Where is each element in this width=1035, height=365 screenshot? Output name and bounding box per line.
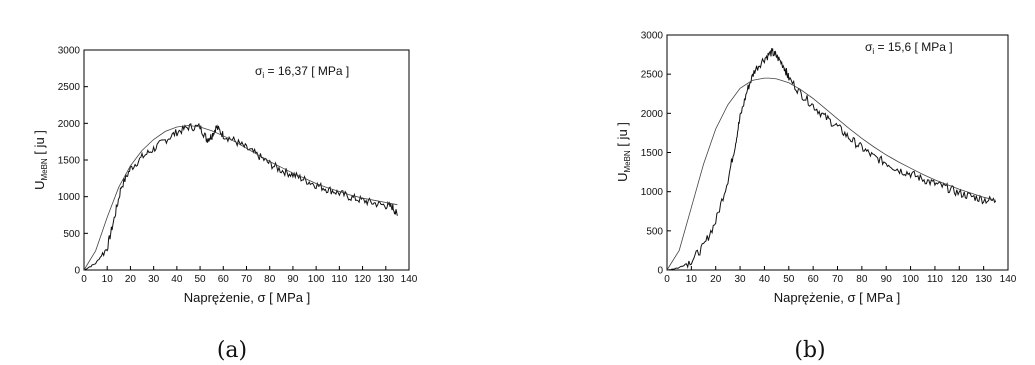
chart-b-xtick-label: 110 — [927, 274, 943, 285]
chart-a-ytick-label: 1500 — [58, 156, 81, 167]
chart-a-series-fit — [83, 125, 398, 271]
chart-a-plot-frame — [83, 49, 410, 271]
chart-a-ylabel: UMeBN [ ju ] — [32, 130, 49, 190]
chart-b-plot-frame — [666, 34, 1009, 271]
chart-b-xtick-label: 10 — [686, 274, 698, 285]
chart-a-xtick-label: 10 — [102, 274, 114, 285]
chart-b-series-measured — [666, 47, 997, 271]
chart-a-xtick-label: 30 — [148, 274, 160, 285]
chart-b-ytick-label: 500 — [646, 226, 663, 237]
chart-b-ytick-label: 0 — [657, 266, 663, 277]
chart-b-series-fit — [666, 77, 996, 271]
chart-b-yticks: 0 500 1000 1500 2000 2500 3000 — [641, 31, 671, 277]
chart-a-yticks: 0 500 1000 1500 2000 2500 3000 — [58, 46, 88, 277]
chart-b-ytick-label: 3000 — [641, 31, 664, 42]
chart-b-annotation: σi = 15,6 [ MPa ] — [865, 40, 953, 56]
chart-b-xticks: 0 10 20 30 40 50 60 70 80 90 100 110 120 130 140 — [664, 266, 1017, 285]
chart-a-xtick-label: 90 — [287, 274, 299, 285]
chart-b-ytick-label: 2500 — [641, 70, 664, 81]
chart-a-xtick-label: 130 — [377, 274, 394, 285]
chart-a-ytick-label: 0 — [74, 266, 80, 277]
chart-a-ytick-label: 500 — [63, 229, 80, 240]
chart-a-xtick-label: 0 — [81, 274, 87, 285]
chart-a-series — [83, 122, 398, 271]
chart-a-xtick-label: 140 — [401, 274, 418, 285]
chart-b-ytick-label: 1500 — [641, 148, 664, 159]
chart-a-xtick-label: 70 — [241, 274, 253, 285]
chart-b-xtick-label: 20 — [710, 274, 722, 285]
chart-a-xtick-label: 50 — [195, 274, 207, 285]
chart-b-xtick-label: 50 — [783, 274, 795, 285]
chart-b-ylabel: UMeBN [ ju ] — [615, 122, 632, 182]
chart-b-ytick-label: 2000 — [641, 109, 664, 120]
chart-b-caption: (b) — [794, 338, 825, 363]
chart-b-xtick-label: 40 — [759, 274, 771, 285]
chart-a-xtick-label: 110 — [331, 274, 347, 285]
chart-b-xtick-label: 60 — [808, 274, 820, 285]
chart-a-xlabel: Naprężenie, σ [ MPa ] — [184, 290, 311, 305]
chart-b-xtick-label: 100 — [902, 274, 919, 285]
chart-b-xlabel: Naprężenie, σ [ MPa ] — [774, 290, 901, 305]
chart-a-annotation: σi = 16,37 [ MPa ] — [255, 64, 349, 80]
chart-a-ytick-label: 1000 — [58, 192, 81, 203]
chart-a: 0 500 1000 1500 2000 2500 3000 0 10 20 30 40 50 60 70… — [32, 46, 418, 364]
chart-a-xticks: 0 10 20 30 40 50 60 70 80 90 100 110 120 130 140 — [81, 266, 418, 285]
chart-b-xtick-label: 30 — [735, 274, 747, 285]
chart-a-xtick-label: 120 — [354, 274, 371, 285]
chart-a-xtick-label: 100 — [308, 274, 325, 285]
chart-b-xtick-label: 140 — [1000, 274, 1017, 285]
chart-a-xtick-label: 20 — [125, 274, 137, 285]
chart-b-xtick-label: 120 — [951, 274, 968, 285]
chart-a-xtick-label: 40 — [171, 274, 183, 285]
chart-a-series-measured — [83, 122, 398, 271]
chart-b-xtick-label: 130 — [975, 274, 992, 285]
chart-b-xtick-label: 80 — [856, 274, 868, 285]
chart-a-ytick-label: 2000 — [58, 119, 81, 130]
chart-a-xtick-label: 80 — [264, 274, 276, 285]
chart-a-caption: (a) — [217, 338, 247, 363]
chart-a-ytick-label: 3000 — [58, 46, 81, 57]
chart-b-series — [666, 47, 997, 271]
chart-b-xtick-label: 0 — [664, 274, 670, 285]
chart-b-xtick-label: 90 — [881, 274, 893, 285]
chart-b-xtick-label: 70 — [832, 274, 844, 285]
chart-a-ytick-label: 2500 — [58, 82, 81, 93]
chart-b-ytick-label: 1000 — [641, 187, 664, 198]
chart-a-xtick-label: 60 — [218, 274, 230, 285]
chart-b: 0 500 1000 1500 2000 2500 3000 0 10 20 30 40 50 60 70… — [615, 31, 1017, 364]
